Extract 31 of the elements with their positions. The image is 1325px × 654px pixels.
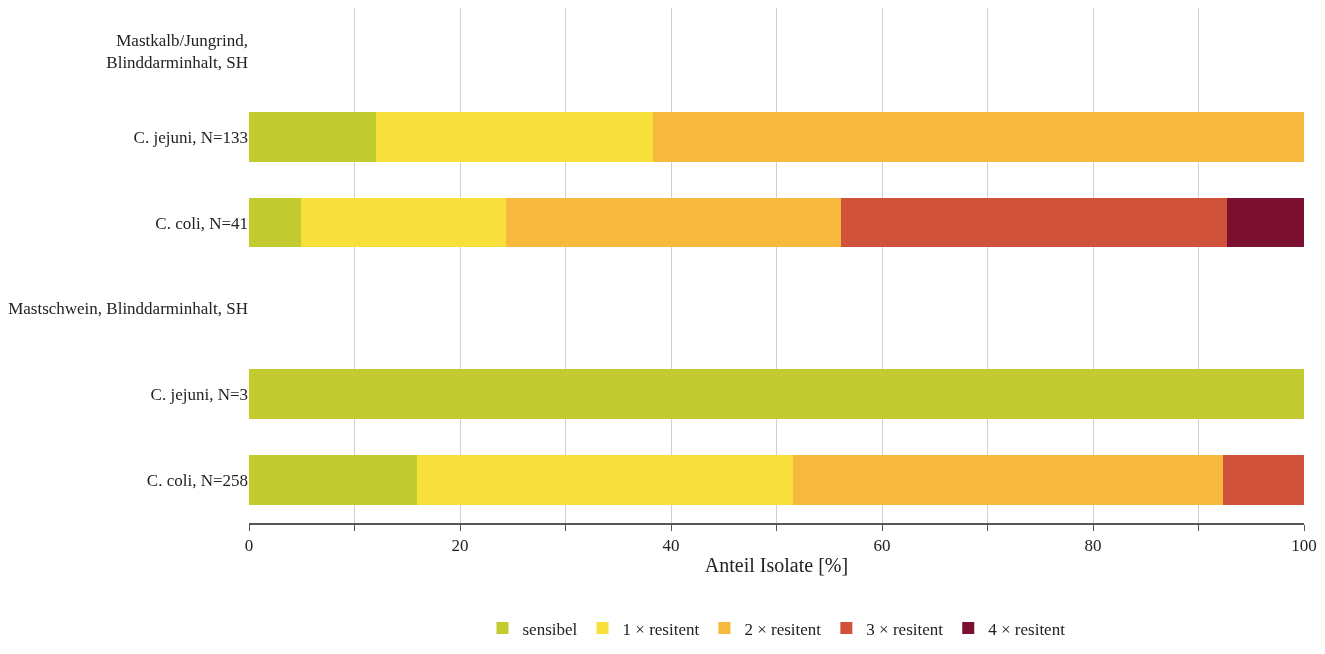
y-tick-label: C. jejuni, N=133	[133, 127, 248, 147]
x-tick-label: 100	[1291, 536, 1317, 556]
bar	[506, 197, 841, 248]
bar	[375, 111, 654, 162]
y-tick-label: C. coli, N=41	[155, 213, 248, 233]
x-tick-label: 40	[662, 536, 680, 556]
legend-label: 1 × resitent	[622, 619, 700, 639]
y-tick-label: Mastschwein, Blinddarminhalt, SH	[8, 299, 248, 319]
bar	[840, 197, 1227, 248]
bar	[416, 455, 794, 505]
legend-label: 3 × resitent	[866, 619, 944, 639]
bar	[1222, 455, 1304, 505]
x-tick-label: 60	[873, 536, 891, 556]
bar	[249, 111, 376, 162]
legend-label: sensibel	[522, 619, 578, 639]
bar	[1226, 197, 1304, 248]
bar	[249, 455, 417, 505]
x-tick-label: 80	[1084, 536, 1102, 556]
y-tick-label: C. coli, N=258	[146, 471, 248, 491]
y-tick-label: Mastkalb/Jungrind, Blinddarminhalt, SH	[106, 30, 248, 72]
x-tick-label: 0	[244, 536, 254, 556]
x-axis-title: Anteil Isolate [%]	[704, 554, 849, 577]
bar	[249, 369, 1304, 420]
bar	[793, 455, 1223, 505]
y-tick-label: C. jejuni, N=3	[150, 385, 248, 405]
legend-label: 4 × resitent	[988, 619, 1066, 639]
bar	[300, 197, 507, 248]
bar	[653, 111, 1304, 162]
legend-label: 2 × resitent	[744, 619, 822, 639]
bar	[249, 197, 301, 248]
x-tick-label: 20	[451, 536, 469, 556]
